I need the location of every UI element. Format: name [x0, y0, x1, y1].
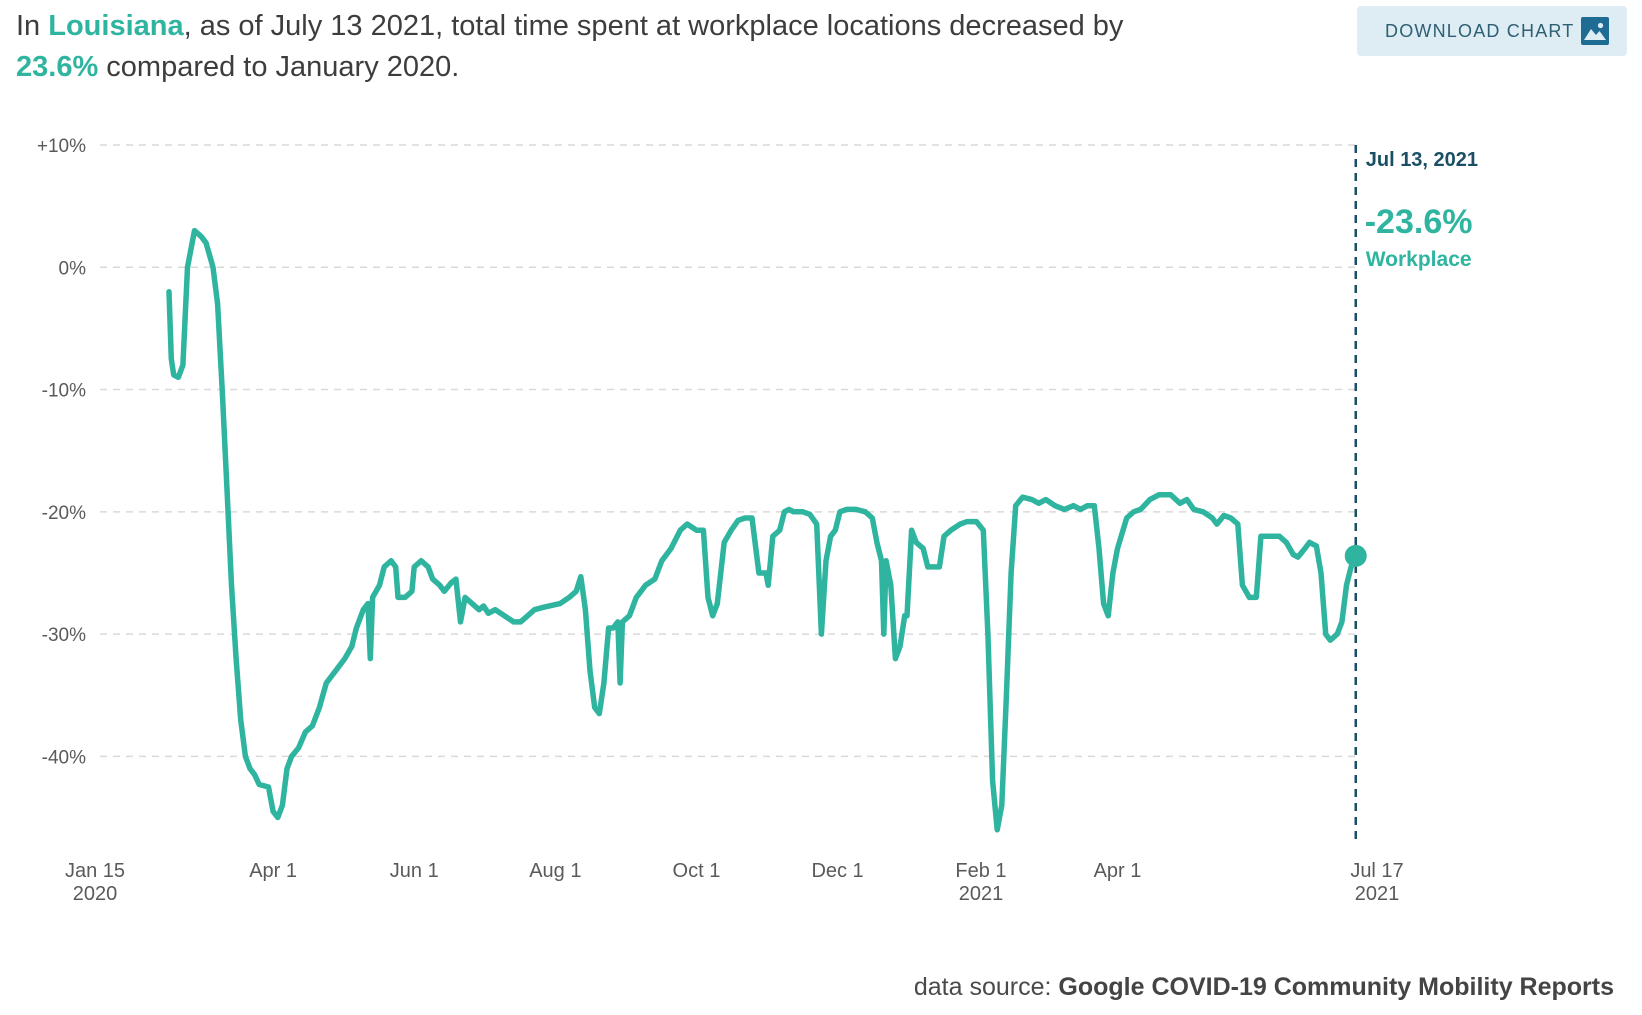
x-tick-label: Oct 1: [673, 860, 721, 882]
x-tick-label: Jul 17: [1350, 860, 1403, 882]
x-tick-year: 2021: [959, 883, 1004, 905]
annotation-series-label: Workplace: [1366, 248, 1472, 271]
annotation-value: -23.6%: [1365, 203, 1473, 241]
x-tick-year: 2021: [1355, 883, 1400, 905]
data-source-prefix: data source:: [913, 973, 1059, 1001]
download-chart-label: DOWNLOAD CHART: [1385, 20, 1575, 41]
gridlines: [100, 144, 1355, 758]
x-tick-label: Aug 1: [529, 860, 581, 882]
x-tick-label: Apr 1: [249, 860, 297, 882]
y-axis: +10% 0% -10% -20% -30% -40%: [37, 136, 86, 768]
y-tick-label: +10%: [37, 136, 86, 157]
y-tick-label: -10%: [42, 381, 86, 402]
annotation-date: Jul 13, 2021: [1366, 149, 1478, 171]
headline-value: 23.6%: [16, 51, 99, 83]
y-tick-label: -40%: [42, 747, 86, 768]
x-tick-label: Apr 1: [1094, 860, 1142, 882]
x-tick-label: Feb 1: [955, 860, 1006, 882]
data-source-name: Google COVID-19 Community Mobility Repor…: [1058, 973, 1614, 1001]
x-tick-label: Dec 1: [811, 860, 863, 882]
headline-region: Louisiana: [48, 10, 184, 42]
data-source: data source: Google COVID-19 Community M…: [914, 973, 1614, 1002]
x-tick-label: Jun 1: [390, 860, 439, 882]
headline-text-3: compared to January 2020.: [98, 51, 460, 83]
y-tick-label: -30%: [42, 625, 86, 646]
y-tick-label: 0%: [59, 258, 87, 279]
headline-text-2: , as of July 13 2021, total time spent a…: [183, 10, 1124, 42]
y-tick-label: -20%: [42, 503, 86, 524]
image-icon: [1581, 17, 1609, 45]
current-value-dot: [1344, 544, 1367, 567]
chart-headline: In Louisiana, as of July 13 2021, total …: [16, 6, 1196, 88]
headline-text-1: In: [16, 10, 49, 42]
download-chart-button[interactable]: DOWNLOAD CHART: [1357, 6, 1627, 56]
x-tick-label: Jan 15: [65, 860, 125, 882]
series-line-workplace: [166, 227, 1359, 833]
x-tick-year: 2020: [73, 883, 118, 905]
